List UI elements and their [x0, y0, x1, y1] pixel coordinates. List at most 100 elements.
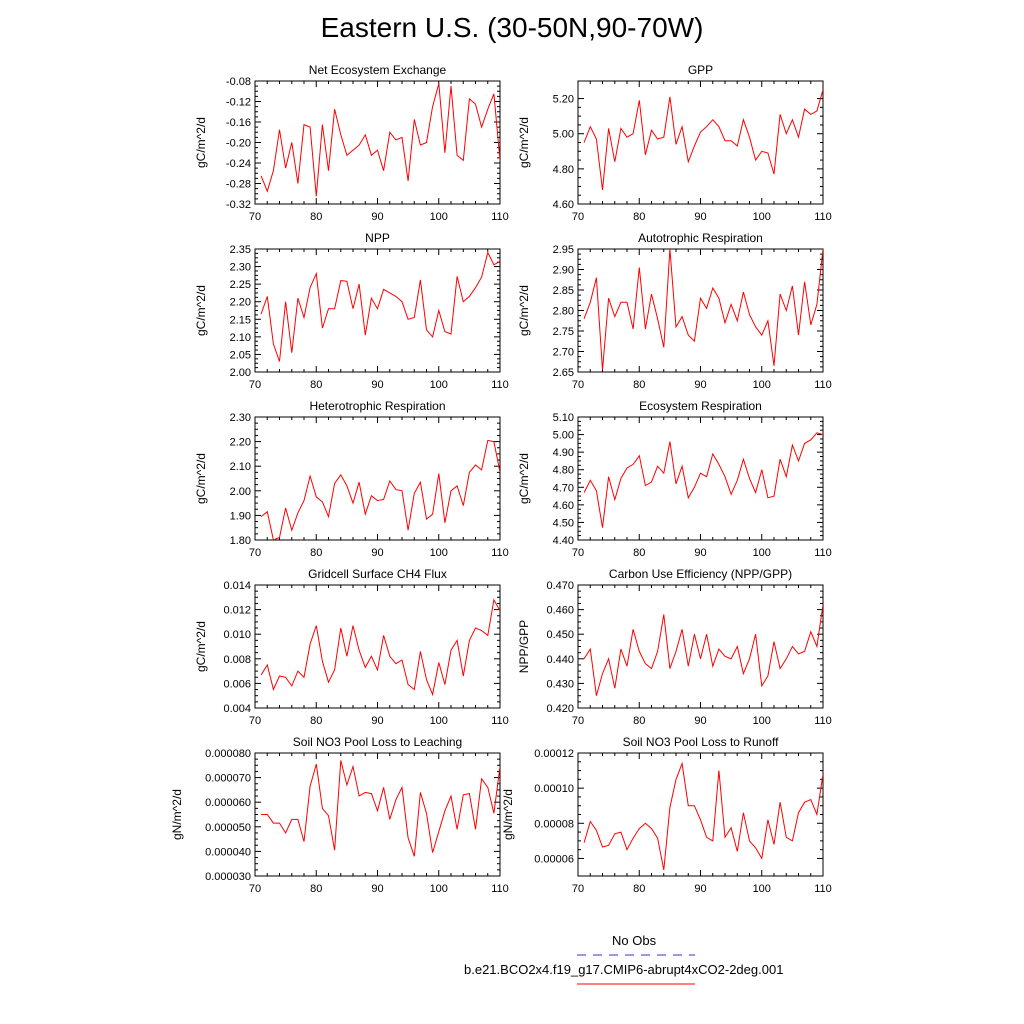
- series-line: [260, 598, 500, 697]
- panel-10: Soil NO3 Pool Loss to Runoff 70 80 90 100 110…: [501, 735, 832, 895]
- x-tick-label: 100: [753, 883, 771, 895]
- x-tick-label: 90: [371, 379, 383, 391]
- y-tick-label: 2.35: [230, 244, 251, 256]
- panel-6: Ecosystem Respiration 70 80 90 100 110 4.40 4.5…: [517, 399, 832, 559]
- y-tick-label: 4.40: [553, 535, 574, 547]
- panel-7: Gridcell Surface CH4 Flux 70 80 90 100 110 0.0…: [194, 567, 509, 727]
- y-axis-label: gC/m^2/d: [194, 453, 208, 504]
- y-tick-label: 1.80: [230, 535, 251, 547]
- panel-title: Soil NO3 Pool Loss to Runoff: [623, 735, 780, 749]
- x-tick-label: 110: [814, 379, 832, 391]
- y-axis-label: NPP/GPP: [517, 620, 531, 673]
- x-tick-label: 100: [753, 547, 771, 559]
- x-tick-label: 70: [249, 379, 261, 391]
- y-tick-label: 2.25: [230, 279, 251, 291]
- y-axis-label: gC/m^2/d: [517, 285, 531, 336]
- x-tick-label: 90: [694, 715, 706, 727]
- y-tick-label: 2.85: [553, 285, 574, 297]
- y-tick-label: 0.00010: [534, 783, 574, 795]
- y-tick-label: -0.32: [226, 199, 251, 211]
- y-tick-label: 2.70: [553, 347, 574, 359]
- plot-frame: [254, 416, 501, 541]
- y-axis-label: gC/m^2/d: [517, 117, 531, 168]
- x-tick-label: 90: [371, 715, 383, 727]
- y-tick-label: 0.014: [223, 580, 251, 592]
- panel-title: NPP: [365, 231, 390, 245]
- y-tick-label: 0.010: [223, 629, 251, 641]
- y-tick-label: 2.20: [230, 437, 251, 449]
- y-axis-label: gN/m^2/d: [501, 789, 515, 840]
- panel-title: Heterotrophic Respiration: [309, 399, 445, 413]
- x-tick-label: 100: [753, 715, 771, 727]
- y-tick-label: 2.00: [230, 486, 251, 498]
- x-tick-label: 70: [249, 211, 261, 223]
- y-tick-label: 2.80: [553, 306, 574, 318]
- series-line: [261, 760, 500, 857]
- x-tick-label: 110: [814, 547, 832, 559]
- x-tick-label: 70: [572, 883, 584, 895]
- x-tick-label: 90: [371, 883, 383, 895]
- y-tick-label: 2.95: [553, 244, 574, 256]
- x-tick-label: 70: [249, 715, 261, 727]
- y-tick-label: 4.60: [553, 500, 574, 512]
- y-tick-label: -0.08: [226, 76, 251, 88]
- y-axis-label: gC/m^2/d: [194, 117, 208, 168]
- x-tick-label: 70: [249, 547, 261, 559]
- y-tick-label: 2.30: [230, 412, 251, 424]
- x-tick-label: 100: [430, 883, 448, 895]
- x-tick-label: 110: [491, 211, 509, 223]
- y-tick-label: 0.420: [546, 703, 574, 715]
- y-tick-label: 4.70: [553, 482, 574, 494]
- plot-frame: [254, 584, 501, 709]
- x-tick-label: 90: [694, 883, 706, 895]
- x-tick-label: 70: [572, 547, 584, 559]
- panel-title: Carbon Use Efficiency (NPP/GPP): [609, 567, 792, 581]
- x-tick-label: 90: [694, 547, 706, 559]
- y-tick-label: 0.000040: [205, 846, 251, 858]
- legend-obs-label: No Obs: [612, 933, 657, 948]
- y-tick-label: 0.004: [223, 703, 251, 715]
- y-tick-label: 0.00012: [534, 748, 574, 760]
- x-tick-label: 110: [814, 211, 832, 223]
- y-tick-label: 5.00: [553, 129, 574, 141]
- x-tick-label: 90: [371, 211, 383, 223]
- y-tick-label: -0.24: [226, 158, 251, 170]
- panel-9: Soil NO3 Pool Loss to Leaching 70 80 90 100 1…: [170, 735, 509, 895]
- legend-obs-line: [577, 954, 695, 956]
- y-tick-label: 2.65: [553, 367, 574, 379]
- plot-frame: [577, 752, 824, 877]
- y-tick-label: 4.50: [553, 517, 574, 529]
- series-line: [260, 83, 500, 197]
- x-tick-label: 80: [310, 715, 322, 727]
- y-tick-label: -0.20: [226, 138, 251, 150]
- plot-frame: [254, 248, 501, 373]
- x-tick-label: 100: [430, 715, 448, 727]
- panel-5: Heterotrophic Respiration 70 80 90 100 110 1.8…: [194, 399, 509, 559]
- x-tick-label: 80: [310, 547, 322, 559]
- series-line: [583, 604, 823, 696]
- series-line: [260, 439, 500, 540]
- panel-title: Ecosystem Respiration: [639, 399, 762, 413]
- legend-case-line: [577, 983, 695, 985]
- series-line: [583, 761, 823, 870]
- x-tick-label: 70: [572, 379, 584, 391]
- y-tick-label: 0.00008: [534, 818, 574, 830]
- panel-title: Autotrophic Respiration: [638, 231, 763, 245]
- y-tick-label: 5.00: [553, 430, 574, 442]
- x-tick-label: 80: [633, 547, 645, 559]
- y-tick-label: 2.10: [230, 461, 251, 473]
- y-tick-label: 2.20: [230, 297, 251, 309]
- panel-2: GPP 70 80 90 100 110 4.60 4.80 5.00 5.20 gC/m^2/d: [517, 63, 832, 223]
- x-tick-label: 100: [753, 379, 771, 391]
- plot-frame: [577, 80, 824, 205]
- y-tick-label: -0.28: [226, 179, 251, 191]
- y-tick-label: 0.000080: [205, 748, 251, 760]
- y-tick-label: 5.10: [553, 412, 574, 424]
- series-line: [583, 89, 823, 190]
- panel-title: GPP: [688, 63, 713, 77]
- x-tick-label: 80: [310, 883, 322, 895]
- x-tick-label: 100: [753, 211, 771, 223]
- panel-title: Net Ecosystem Exchange: [309, 63, 447, 77]
- y-tick-label: 0.00006: [534, 853, 574, 865]
- x-tick-label: 100: [430, 379, 448, 391]
